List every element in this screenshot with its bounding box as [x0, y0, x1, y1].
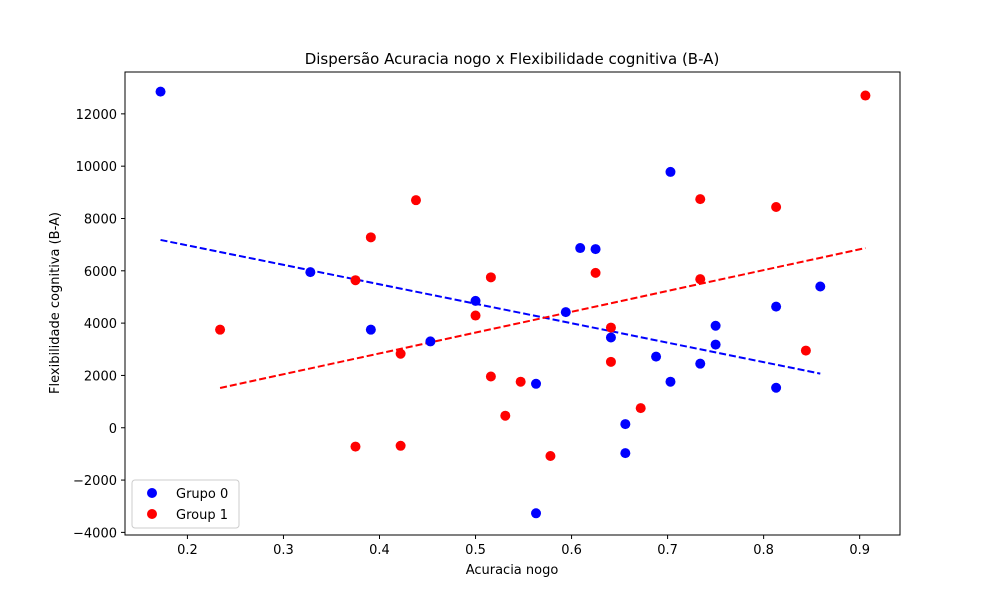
legend-label-group-1: Group 1 [176, 508, 228, 523]
point-grupo-0 [531, 508, 542, 519]
x-tick-label: 0.9 [849, 543, 870, 558]
point-grupo-0 [531, 378, 542, 389]
point-grupo-0 [470, 295, 481, 306]
point-grupo-0 [560, 307, 571, 318]
point-group-1 [500, 410, 511, 421]
y-tick-label: 2000 [84, 369, 117, 384]
point-group-1 [860, 90, 871, 101]
data-points [155, 86, 871, 519]
point-grupo-0 [710, 339, 721, 350]
point-group-1 [470, 310, 481, 321]
point-group-1 [350, 441, 361, 452]
point-grupo-0 [710, 320, 721, 331]
y-tick-label: −4000 [73, 526, 117, 541]
point-group-1 [590, 267, 601, 278]
legend: Grupo 0 Group 1 [131, 479, 240, 529]
point-group-1 [771, 201, 782, 212]
point-group-1 [695, 194, 706, 205]
fit-line-grupo-0 [160, 238, 821, 375]
x-tick-label: 0.2 [177, 543, 198, 558]
point-grupo-0 [620, 419, 631, 430]
y-tick-label: 12000 [76, 108, 117, 123]
point-grupo-0 [815, 281, 826, 292]
point-group-1 [605, 356, 616, 367]
point-group-1 [350, 275, 361, 286]
fit-line-group-1 [219, 247, 866, 389]
y-tick-label: −2000 [73, 474, 117, 489]
y-axis: −4000 −2000 0 2000 4000 6000 8000 10000 12000 [73, 108, 125, 541]
y-tick-label: 8000 [84, 212, 117, 227]
legend-marker-grupo-0 [147, 488, 157, 498]
point-grupo-0 [665, 166, 676, 177]
x-tick-label: 0.7 [657, 543, 678, 558]
point-grupo-0 [365, 324, 376, 335]
point-group-1 [215, 324, 226, 335]
point-grupo-0 [155, 86, 166, 97]
chart-title: Dispersão Acuracia nogo x Flexibilidade … [305, 50, 720, 68]
point-grupo-0 [651, 351, 662, 362]
x-tick-label: 0.4 [369, 543, 390, 558]
x-tick-label: 0.3 [273, 543, 294, 558]
point-grupo-0 [771, 301, 782, 312]
point-grupo-0 [605, 332, 616, 343]
point-grupo-0 [590, 244, 601, 255]
point-grupo-0 [771, 382, 782, 393]
plot-frame [124, 71, 901, 536]
point-group-1 [365, 232, 376, 243]
point-group-1 [410, 195, 421, 206]
x-axis-label: Acuracia nogo [466, 563, 559, 578]
point-group-1 [635, 403, 646, 414]
y-axis-label: Flexibilidade cognitiva (B-A) [48, 212, 63, 394]
legend-marker-group-1 [147, 509, 157, 519]
y-tick-label: 6000 [84, 265, 117, 280]
legend-label-grupo-0: Grupo 0 [176, 487, 228, 502]
point-grupo-0 [665, 376, 676, 387]
y-tick-label: 0 [109, 422, 117, 437]
point-grupo-0 [575, 243, 586, 254]
x-tick-label: 0.5 [465, 543, 486, 558]
legend-box [131, 479, 240, 529]
point-group-1 [485, 371, 496, 382]
point-group-1 [545, 451, 556, 462]
point-group-1 [485, 272, 496, 283]
point-grupo-0 [695, 358, 706, 369]
point-group-1 [395, 348, 406, 359]
y-tick-label: 4000 [84, 317, 117, 332]
point-grupo-0 [425, 336, 436, 347]
y-tick-label: 10000 [76, 160, 117, 175]
point-group-1 [695, 274, 706, 285]
point-grupo-0 [620, 448, 631, 459]
fit-lines [160, 238, 866, 389]
point-group-1 [605, 322, 616, 333]
x-tick-label: 0.8 [753, 543, 774, 558]
x-tick-label: 0.6 [561, 543, 582, 558]
x-axis: 0.2 0.3 0.4 0.5 0.6 0.7 0.8 0.9 [177, 535, 870, 558]
point-grupo-0 [305, 267, 316, 278]
point-group-1 [395, 440, 406, 451]
point-group-1 [800, 345, 811, 356]
point-group-1 [515, 376, 526, 387]
